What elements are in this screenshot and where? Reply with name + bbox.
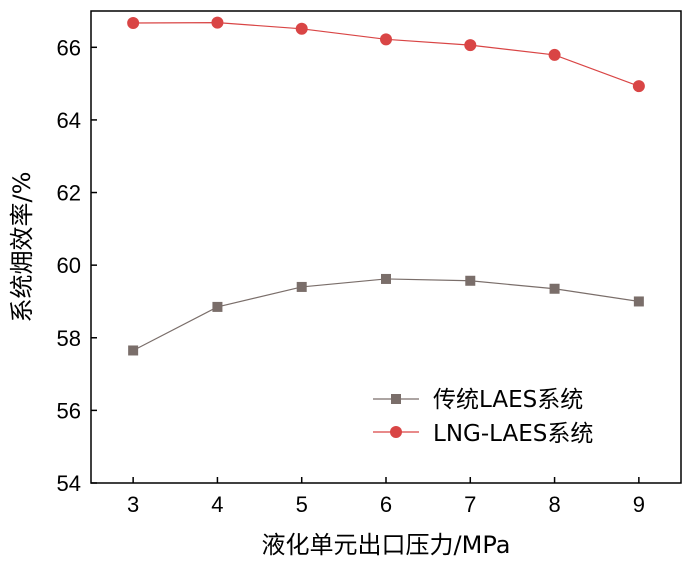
x-tick-label: 6 [380, 492, 392, 517]
x-tick-label: 9 [633, 492, 645, 517]
data-point-circle [380, 33, 392, 46]
y-tick-label: 58 [57, 326, 81, 351]
x-tick-label: 4 [211, 492, 223, 517]
data-point-square [549, 283, 560, 294]
data-point-square [633, 296, 644, 307]
y-tick-label: 60 [57, 253, 81, 278]
y-tick-label: 64 [57, 108, 81, 133]
data-point-circle [127, 16, 140, 29]
data-point-square [128, 345, 139, 356]
legend: 传统LAES系统 LNG-LAES系统 [373, 387, 593, 447]
x-tick-label: 5 [296, 492, 308, 517]
data-point-circle [295, 22, 308, 35]
data-point-square [212, 301, 223, 312]
y-axis-label: 系统㶲效率/% [8, 172, 36, 323]
legend-marker-square [391, 394, 401, 404]
y-tick-label: 66 [57, 35, 81, 60]
x-tick-label: 7 [464, 492, 476, 517]
plot-frame [90, 10, 682, 484]
y-tick-label: 54 [57, 471, 81, 496]
x-tick-label: 8 [548, 492, 560, 517]
data-point-square [465, 275, 476, 286]
legend-marker-circle [390, 426, 402, 438]
data-point-circle [211, 16, 224, 29]
series-line-0 [132, 278, 639, 352]
x-axis-label: 液化单元出口压力/MPa [262, 531, 511, 559]
x-tick-label: 3 [127, 492, 139, 517]
legend-label-traditional: 传统LAES系统 [433, 387, 583, 413]
y-tick-label: 56 [57, 398, 81, 423]
data-point-square [381, 273, 391, 284]
y-tick-label: 62 [57, 181, 81, 206]
series-group [127, 16, 645, 356]
data-point-square [296, 281, 307, 292]
data-point-circle [548, 48, 561, 61]
series-line-1 [133, 22, 640, 87]
legend-label-lng: LNG-LAES系统 [433, 421, 593, 447]
data-point-circle [464, 39, 477, 52]
data-point-circle [632, 80, 645, 93]
